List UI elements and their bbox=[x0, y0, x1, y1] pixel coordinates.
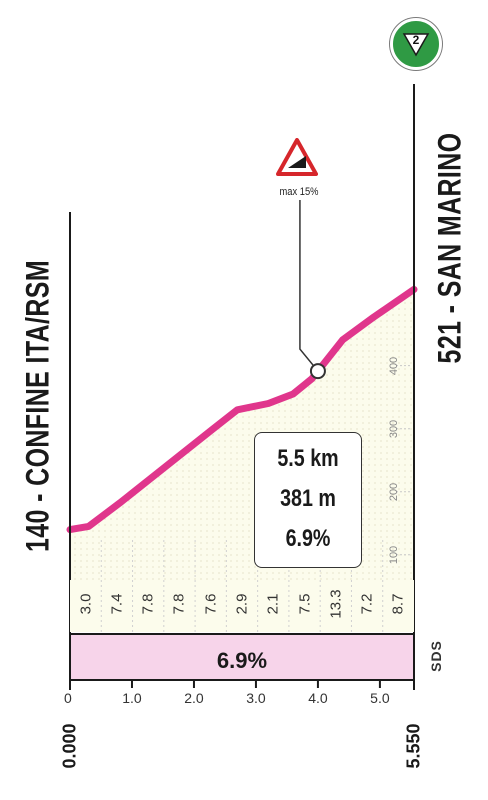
km-tick-label: 1.0 bbox=[122, 690, 142, 706]
segment-gradient: 2.1 bbox=[264, 593, 282, 615]
start-altitude-label: 140 - CONFINE ITA/RSM bbox=[19, 259, 56, 553]
km-tick-label: 5.0 bbox=[370, 690, 390, 706]
km-tick-label: 4.0 bbox=[308, 690, 328, 706]
altitude-tick-label: 300 bbox=[388, 419, 400, 438]
finish-badge-number: 2 bbox=[412, 33, 420, 47]
max-gradient-pointer-path bbox=[299, 200, 319, 372]
segment-gradient: 7.8 bbox=[139, 593, 157, 615]
segment-gradient: 2.9 bbox=[233, 593, 251, 615]
altitude-grid-layer bbox=[396, 365, 412, 556]
km-tick-label: 0 bbox=[64, 690, 72, 706]
altitude-tick-label: 200 bbox=[388, 482, 400, 501]
info-elevation-gain: 381 m bbox=[280, 485, 336, 512]
climb-info-box: 5.5 km 381 m 6.9% bbox=[254, 432, 362, 568]
finish-altitude-label: 521 - SAN MARINO bbox=[431, 132, 468, 364]
altitude-tick-label: 100 bbox=[388, 545, 400, 564]
x-axis-end-label: 5.550 bbox=[403, 723, 424, 769]
x-axis-start-label: 0.000 bbox=[59, 723, 80, 769]
finish-badge-icon: 2 bbox=[390, 18, 442, 70]
segment-gradient: 7.6 bbox=[202, 593, 220, 615]
warning-triangle-icon bbox=[276, 138, 318, 176]
segment-gradient: 8.7 bbox=[389, 593, 407, 615]
segment-gradient: 13.3 bbox=[327, 589, 345, 619]
x-axis-ticks bbox=[69, 680, 381, 688]
profile-line bbox=[66, 285, 418, 534]
average-gradient-label: 6.9% bbox=[216, 648, 268, 673]
sds-label: SDS bbox=[428, 640, 444, 672]
info-distance: 5.5 km bbox=[277, 445, 339, 472]
profile-area-layer bbox=[70, 289, 414, 580]
segment-gradient: 7.2 bbox=[358, 593, 376, 615]
segment-gradient: 7.4 bbox=[108, 593, 126, 615]
segment-gradient: 7.5 bbox=[296, 593, 314, 615]
altitude-tick-label: 400 bbox=[388, 356, 400, 375]
info-average-gradient: 6.9% bbox=[285, 525, 331, 552]
segment-gradient: 3.0 bbox=[77, 593, 95, 615]
km-tick-label: 2.0 bbox=[184, 690, 204, 706]
profile-area bbox=[70, 289, 414, 580]
max-gradient-marker bbox=[309, 363, 326, 380]
km-tick-label: 3.0 bbox=[246, 690, 266, 706]
gradient-strip bbox=[70, 580, 414, 632]
segment-gradient: 7.8 bbox=[170, 593, 188, 615]
max-gradient-label: max 15% bbox=[279, 186, 319, 198]
